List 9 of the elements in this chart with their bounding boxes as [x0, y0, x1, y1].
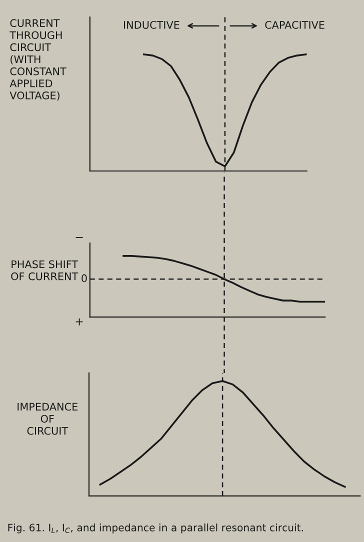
text: − — [76, 237, 83, 238]
y-axis-title: IMPEDANCE OF CIRCUIT — [18, 402, 78, 435]
text: + — [76, 318, 83, 326]
caption: Fig. 61. I$_{L}$, I$_{C}$, and impedance in a parallel resonant circuit. — [8, 524, 303, 534]
y-axis-title: CURRENT THROUGH CIRCUIT (WITH CONSTANT APPLIED VOLTAGE) — [10, 19, 66, 101]
text: INDUCTIVE — [124, 20, 180, 29]
text: 0 — [82, 274, 87, 282]
y-axis-title: PHASE SHIFT OF CURRENT — [11, 260, 78, 280]
text: CAPACITIVE — [265, 20, 324, 29]
